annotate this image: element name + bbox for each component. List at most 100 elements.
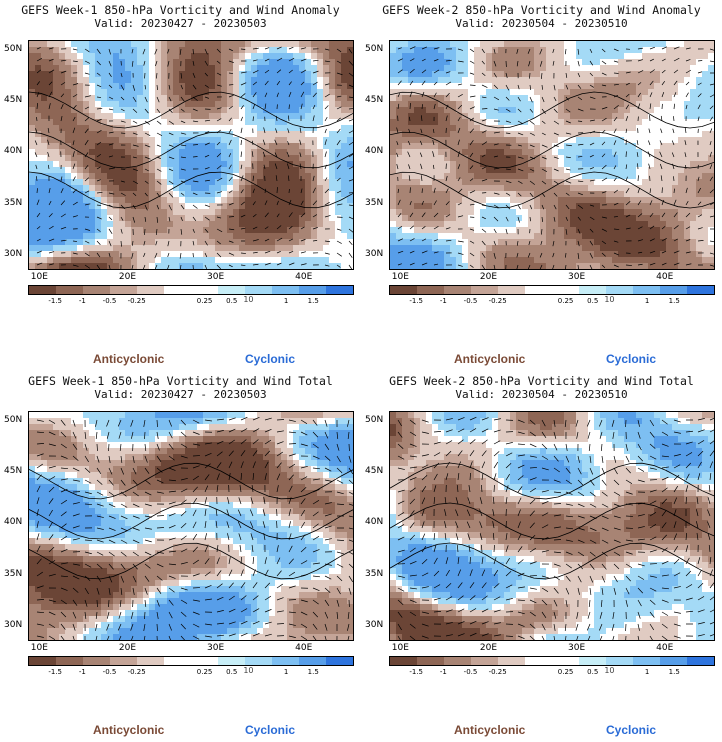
vorticity-cell bbox=[630, 137, 637, 144]
vorticity-cell bbox=[203, 113, 210, 120]
vorticity-cell bbox=[53, 125, 60, 132]
wind-vector bbox=[262, 139, 266, 146]
vorticity-cell bbox=[678, 77, 685, 84]
vorticity-cell bbox=[257, 41, 264, 48]
vorticity-cell bbox=[197, 125, 204, 132]
vorticity-cell bbox=[293, 215, 300, 222]
vorticity-cell bbox=[329, 221, 336, 228]
vorticity-cell bbox=[546, 143, 553, 150]
vorticity-cell bbox=[432, 125, 439, 132]
vorticity-cell bbox=[65, 167, 72, 174]
vorticity-cell bbox=[402, 53, 409, 60]
vorticity-cell bbox=[552, 113, 559, 120]
vorticity-cell bbox=[690, 119, 697, 126]
vorticity-cell bbox=[269, 155, 276, 162]
vorticity-cell bbox=[396, 203, 403, 210]
vorticity-cell bbox=[149, 257, 156, 264]
wind-vector bbox=[529, 84, 532, 91]
vorticity-cell bbox=[654, 269, 661, 270]
vorticity-cell bbox=[696, 179, 703, 186]
vorticity-cell bbox=[101, 41, 108, 48]
vorticity-cell bbox=[624, 179, 631, 186]
vorticity-cell bbox=[624, 113, 631, 120]
vorticity-cell bbox=[89, 233, 96, 240]
vorticity-cell bbox=[444, 119, 451, 126]
vorticity-cell bbox=[47, 155, 54, 162]
vorticity-cell bbox=[690, 143, 697, 150]
vorticity-cell bbox=[654, 179, 661, 186]
vorticity-cell bbox=[504, 269, 511, 270]
vorticity-cell bbox=[528, 155, 535, 162]
wind-vector bbox=[36, 262, 43, 266]
vorticity-cell bbox=[690, 263, 697, 269]
vorticity-cell bbox=[450, 131, 457, 138]
vorticity-cell bbox=[414, 47, 421, 54]
vorticity-cell bbox=[498, 257, 505, 264]
vorticity-cell bbox=[402, 77, 409, 84]
vorticity-cell bbox=[696, 143, 703, 150]
vorticity-cell bbox=[77, 53, 84, 60]
vorticity-cell bbox=[498, 125, 505, 132]
vorticity-cell bbox=[612, 65, 619, 72]
vorticity-cell bbox=[113, 197, 120, 204]
wind-vector bbox=[348, 60, 353, 66]
vorticity-cell bbox=[149, 149, 156, 156]
x-tick-label: 10E bbox=[30, 272, 48, 282]
wind-vector bbox=[36, 81, 40, 86]
vorticity-cell bbox=[462, 125, 469, 132]
vorticity-cell bbox=[89, 89, 96, 96]
vorticity-cell bbox=[408, 239, 415, 246]
vorticity-cell bbox=[570, 107, 577, 114]
wind-vector bbox=[336, 177, 341, 182]
vorticity-cell bbox=[353, 167, 354, 174]
wind-vector bbox=[697, 71, 703, 74]
wind-vector bbox=[204, 240, 208, 246]
vorticity-cell bbox=[299, 263, 306, 269]
vorticity-cell bbox=[666, 257, 673, 264]
vorticity-cell bbox=[155, 245, 162, 252]
vorticity-cell bbox=[203, 167, 210, 174]
vorticity-cell bbox=[203, 251, 210, 258]
wind-vector bbox=[216, 107, 222, 110]
vorticity-cell bbox=[474, 239, 481, 246]
vorticity-cell bbox=[600, 227, 607, 234]
vorticity-cell bbox=[480, 83, 487, 90]
vorticity-cell bbox=[335, 77, 342, 84]
vorticity-cell bbox=[672, 89, 679, 96]
vorticity-cell bbox=[690, 191, 697, 198]
vorticity-cell bbox=[251, 239, 258, 246]
wind-vector bbox=[143, 252, 146, 258]
vorticity-cell bbox=[137, 251, 144, 258]
vorticity-cell bbox=[209, 53, 216, 60]
vorticity-cell bbox=[293, 197, 300, 204]
vorticity-cell bbox=[456, 65, 463, 72]
vorticity-cell bbox=[606, 95, 613, 102]
wind-vector bbox=[336, 264, 341, 268]
vorticity-cell bbox=[275, 131, 282, 138]
vorticity-cell bbox=[41, 65, 48, 72]
wind-vector bbox=[240, 93, 246, 98]
vorticity-cell bbox=[558, 215, 565, 222]
vorticity-cell bbox=[534, 125, 541, 132]
vorticity-cell bbox=[245, 125, 252, 132]
vorticity-cell bbox=[131, 251, 138, 258]
vorticity-cell bbox=[420, 203, 427, 210]
vorticity-cell bbox=[612, 71, 619, 78]
vorticity-cell bbox=[77, 251, 84, 258]
vorticity-cell bbox=[293, 173, 300, 180]
vorticity-cell bbox=[191, 53, 198, 60]
vorticity-cell bbox=[654, 53, 661, 60]
vorticity-cell bbox=[402, 233, 409, 240]
wind-vector bbox=[348, 192, 353, 194]
vorticity-cell bbox=[528, 185, 535, 192]
vorticity-cell bbox=[215, 41, 222, 48]
vorticity-cell bbox=[426, 131, 433, 138]
vorticity-cell bbox=[263, 143, 270, 150]
wind-vector bbox=[192, 96, 198, 101]
vorticity-cell bbox=[678, 59, 685, 66]
vorticity-cell bbox=[678, 89, 685, 96]
vorticity-cell bbox=[185, 263, 192, 269]
vorticity-cell bbox=[414, 263, 421, 269]
vorticity-cell bbox=[636, 131, 643, 138]
vorticity-cell bbox=[534, 101, 541, 108]
